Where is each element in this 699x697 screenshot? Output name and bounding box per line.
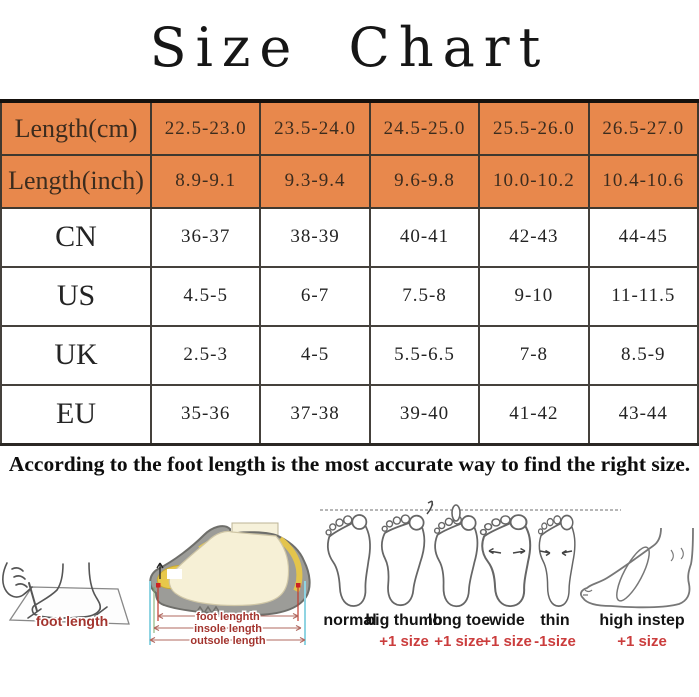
table-row: UK 2.5-3 4-5 5.5-6.5 7-8 8.5-9: [0, 324, 699, 386]
foot-measure-diagram: foot length: [2, 562, 130, 631]
foot-diagram-normal: [324, 513, 375, 609]
table-row: US 4.5-5 6-7 7.5-8 9-10 11-11.5: [0, 265, 699, 327]
size-cell: 8.9-9.1: [149, 154, 262, 209]
size-cell: 9.3-9.4: [259, 154, 371, 209]
size-cell: 4.5-5: [149, 265, 262, 327]
paper-sheet: [8, 586, 130, 625]
size-cell: 26.5-27.0: [587, 99, 699, 157]
size-cell: 39-40: [368, 383, 481, 446]
size-cell: 43-44: [587, 383, 699, 446]
size-cell: 41-42: [478, 383, 590, 446]
shoe-measure-diagram: foot lenghth insole length outsole lengt…: [149, 522, 311, 649]
table-row: Length(inch) 8.9-9.1 9.3-9.4 9.6-9.8 10.…: [0, 154, 699, 209]
size-cell: 9.6-9.8: [368, 154, 481, 209]
outsole-length-line-label: outsole length: [190, 635, 265, 647]
foot-diagram-long-toe: [431, 504, 480, 608]
size-cell: 42-43: [478, 206, 590, 268]
row-label-us: US: [0, 265, 152, 327]
row-label-cn: CN: [0, 206, 152, 268]
size-cell: 37-38: [259, 383, 371, 446]
foot-type-note-wide: +1 size: [482, 633, 532, 650]
size-cell: 2.5-3: [149, 324, 262, 386]
toe-notch: [167, 569, 182, 579]
size-cell: 24.5-25.0: [368, 99, 481, 157]
row-label-length-cm: Length(cm): [0, 99, 152, 157]
row-label-length-inch: Length(inch): [0, 154, 152, 209]
height-arrow-icon: [156, 562, 164, 579]
foot-type-note-long-toe: +1 size: [434, 633, 484, 650]
size-cell: 35-36: [149, 383, 262, 446]
size-cell: 23.5-24.0: [259, 99, 371, 157]
foot-type-note-high-instep: +1 size: [617, 633, 667, 650]
page-title: Size Chart: [149, 16, 550, 79]
foot-type-label-high-instep: high instep: [599, 612, 685, 629]
foot-diagram-big-thumb: [374, 500, 434, 608]
size-cell: 38-39: [259, 206, 371, 268]
size-cell: 22.5-23.0: [149, 99, 262, 157]
foot-in-shoe: [168, 530, 290, 607]
foot-length-line-label: foot lenghth: [196, 611, 260, 623]
size-cell: 10.4-10.6: [587, 154, 699, 209]
size-cell: 5.5-6.5: [368, 324, 481, 386]
size-cell: 6-7: [259, 265, 371, 327]
size-table: Length(cm) 22.5-23.0 23.5-24.0 24.5-25.0…: [0, 99, 699, 446]
table-row: Length(cm) 22.5-23.0 23.5-24.0 24.5-25.0…: [0, 99, 699, 157]
size-cell: 36-37: [149, 206, 262, 268]
size-cell: 10.0-10.2: [478, 154, 590, 209]
foot-diagram-high-instep: [580, 527, 694, 609]
insole-length-line-label: insole length: [194, 623, 262, 635]
table-row: EU 35-36 37-38 39-40 41-42 43-44: [0, 383, 699, 446]
size-cell: 44-45: [587, 206, 699, 268]
foot-length-label: foot length: [36, 613, 108, 629]
foot-type-label-thin: thin: [540, 612, 570, 629]
size-cell: 7-8: [478, 324, 590, 386]
size-cell: 8.5-9: [587, 324, 699, 386]
measure-lines: [149, 581, 306, 645]
foot-type-note-big-thumb: +1 size: [379, 633, 429, 650]
size-cell: 40-41: [368, 206, 481, 268]
foot-type-note-thin: -1size: [534, 633, 576, 650]
size-cell: 4-5: [259, 324, 371, 386]
foot-type-label-wide: wide: [489, 612, 525, 629]
table-row: CN 36-37 38-39 40-41 42-43 44-45: [0, 206, 699, 268]
sole-teeth: [195, 605, 221, 615]
row-label-uk: UK: [0, 324, 152, 386]
foot-types-diagram: [320, 500, 694, 609]
foot-diagram-thin: [537, 514, 576, 608]
size-cell: 7.5-8: [368, 265, 481, 327]
foot-type-label-big-thumb: big thumb: [365, 612, 443, 629]
foot-type-label-normal: normal: [323, 612, 377, 629]
accuracy-note: According to the foot length is the most…: [8, 452, 691, 476]
size-cell: 25.5-26.0: [478, 99, 590, 157]
foot-diagram-wide: [478, 513, 534, 608]
size-cell: 9-10: [478, 265, 590, 327]
foot-type-label-long-toe: long toe: [427, 612, 491, 629]
hand-with-pen-icon: [2, 562, 38, 612]
row-label-eu: EU: [0, 383, 152, 446]
size-cell: 11-11.5: [587, 265, 699, 327]
